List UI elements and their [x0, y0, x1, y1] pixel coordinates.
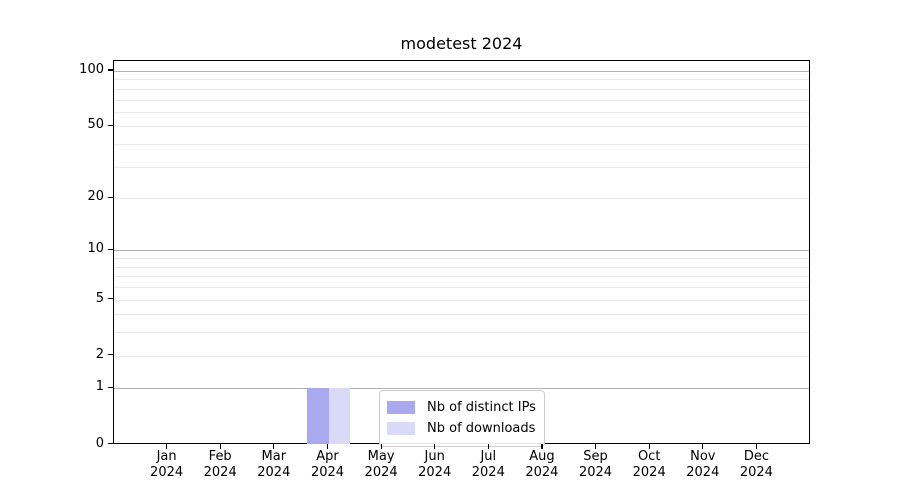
x-tick-label: Dec 2024	[739, 449, 773, 480]
x-tick-label: Oct 2024	[632, 449, 666, 480]
x-tick-label: Jun 2024	[418, 449, 452, 480]
chart-title: modetest 2024	[400, 34, 523, 53]
y-tick-label: 20	[87, 189, 104, 205]
y-tick-label: 100	[79, 62, 104, 77]
y-tick-mark	[108, 386, 113, 389]
y-tick-label: 10	[87, 241, 104, 257]
x-tick-label: Nov 2024	[686, 449, 720, 480]
legend-entry-distinct-ips: Nb of distinct IPs	[387, 397, 536, 418]
bar-apr-s1	[328, 388, 350, 444]
minor-gridline	[114, 276, 809, 278]
minor-gridline	[114, 126, 809, 128]
legend-label-downloads: Nb of downloads	[427, 420, 536, 436]
y-tick-label: 2	[95, 346, 104, 362]
y-tick-label: 1	[95, 379, 104, 395]
x-tick-label: May 2024	[364, 449, 398, 480]
legend-swatch-distinct-ips	[387, 401, 415, 414]
bar-apr-s0	[307, 388, 329, 444]
minor-gridline	[114, 266, 809, 268]
y-tick-mark	[108, 196, 113, 198]
x-tick-mark	[487, 444, 489, 449]
x-tick-mark	[166, 444, 168, 449]
major-gridline	[114, 250, 809, 252]
x-tick-mark	[273, 444, 275, 449]
x-tick-label: Jul 2024	[471, 449, 505, 480]
legend-entry-downloads: Nb of downloads	[387, 418, 536, 439]
y-tick-label: 50	[87, 117, 104, 133]
major-gridline	[114, 388, 809, 390]
minor-gridline	[114, 166, 809, 168]
minor-gridline	[114, 332, 809, 334]
x-tick-label: Mar 2024	[257, 449, 291, 480]
minor-gridline	[114, 79, 809, 81]
minor-gridline	[114, 144, 809, 145]
minor-gridline	[114, 88, 809, 90]
x-tick-label: Feb 2024	[203, 449, 237, 480]
y-tick-mark	[108, 442, 113, 445]
minor-gridline	[114, 287, 809, 288]
minor-gridline	[114, 99, 809, 101]
y-tick-mark	[108, 69, 113, 71]
x-tick-mark	[541, 444, 543, 449]
minor-gridline	[114, 299, 809, 301]
plot-area: Nb of distinct IPs Nb of downloads	[113, 60, 810, 447]
major-gridline	[114, 71, 809, 72]
minor-gridline	[114, 258, 809, 260]
y-tick-mark	[108, 124, 113, 126]
y-tick-label: 0	[95, 435, 104, 451]
x-tick-label: Aug 2024	[525, 449, 559, 480]
minor-gridline	[114, 111, 809, 113]
x-tick-mark	[702, 444, 704, 449]
y-tick-label: 5	[95, 290, 104, 306]
x-tick-mark	[434, 444, 436, 449]
x-tick-mark	[648, 444, 650, 449]
x-tick-label: Apr 2024	[310, 449, 345, 480]
minor-gridline	[114, 198, 809, 200]
minor-gridline	[114, 314, 809, 316]
y-tick-mark	[108, 354, 113, 356]
x-tick-mark	[594, 444, 597, 449]
legend-label-distinct-ips: Nb of distinct IPs	[427, 399, 536, 415]
x-tick-label: Sep 2024	[578, 449, 613, 480]
y-tick-mark	[108, 297, 113, 300]
y-tick-mark	[108, 248, 113, 251]
x-tick-mark	[326, 444, 329, 449]
legend: Nb of distinct IPs Nb of downloads	[379, 390, 545, 447]
minor-gridline	[114, 355, 809, 357]
x-tick-label: Jan 2024	[150, 449, 184, 480]
x-tick-mark	[755, 444, 758, 449]
legend-swatch-downloads	[387, 422, 415, 435]
x-tick-mark	[380, 444, 382, 449]
x-tick-mark	[219, 444, 221, 449]
